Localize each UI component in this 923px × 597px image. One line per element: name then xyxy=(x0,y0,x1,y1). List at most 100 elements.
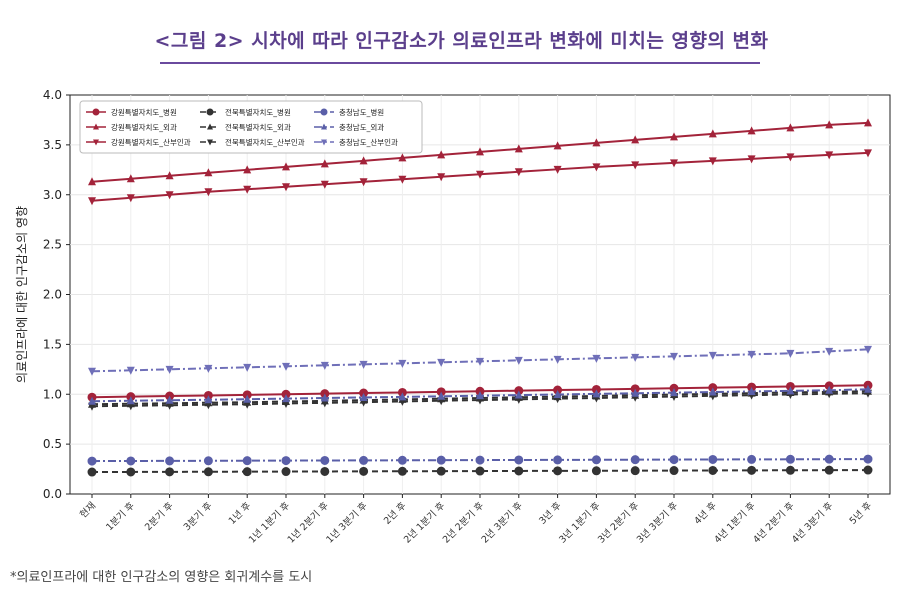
data-point xyxy=(747,350,756,359)
data-point xyxy=(591,466,601,476)
data-point xyxy=(397,466,407,476)
data-point xyxy=(514,390,523,399)
data-point xyxy=(126,194,135,203)
data-point xyxy=(786,123,795,132)
data-point xyxy=(437,150,446,159)
data-point xyxy=(282,394,290,403)
x-tick-label: 4년 후 xyxy=(692,500,719,527)
data-point xyxy=(747,386,756,395)
data-point xyxy=(126,396,135,405)
data-point xyxy=(864,149,872,158)
data-point xyxy=(204,364,213,373)
data-point xyxy=(437,391,446,400)
y-axis-label: 의료인프라에 대한 인구감소의 영향 xyxy=(15,206,29,383)
legend-marker xyxy=(92,108,100,116)
y-tick-label: 0.0 xyxy=(43,487,62,501)
data-point xyxy=(670,159,678,168)
x-tick-label: 1년 후 xyxy=(227,500,254,527)
data-point xyxy=(785,454,795,464)
data-point xyxy=(785,465,795,475)
y-tick-label: 1.5 xyxy=(43,337,62,351)
data-point xyxy=(514,455,524,465)
legend-label: 충청남도_병원 xyxy=(339,108,384,117)
data-point xyxy=(243,363,252,372)
data-point xyxy=(165,365,174,374)
data-point xyxy=(398,359,407,368)
data-point xyxy=(630,466,640,476)
data-point xyxy=(243,394,252,403)
data-point xyxy=(631,161,640,170)
data-point xyxy=(670,132,678,141)
data-point xyxy=(514,466,524,476)
legend-label: 충청남도_외과 xyxy=(339,122,384,132)
legend-marker xyxy=(321,139,327,146)
data-point xyxy=(824,465,834,475)
figure-title: <그림 2> 시차에 따라 인구감소가 의료인프라 변화에 미치는 영향의 변화 xyxy=(154,30,769,52)
data-point xyxy=(476,357,484,366)
data-point xyxy=(87,456,97,466)
data-point xyxy=(126,456,136,466)
data-point xyxy=(708,157,717,166)
data-point xyxy=(437,173,446,182)
data-point xyxy=(591,455,601,465)
data-point xyxy=(825,120,834,129)
data-point xyxy=(359,360,368,369)
legend-marker xyxy=(93,139,99,146)
data-point xyxy=(747,126,756,135)
data-point xyxy=(476,391,484,400)
data-point xyxy=(320,393,329,402)
data-point xyxy=(864,118,872,127)
data-point xyxy=(864,345,872,354)
data-point xyxy=(514,144,523,153)
data-point xyxy=(359,466,369,476)
data-point xyxy=(398,392,407,401)
data-point xyxy=(359,156,368,165)
data-point xyxy=(165,171,174,180)
x-tick-label: 3분기 후 xyxy=(182,500,215,533)
x-tick-label: 2년 3분기 후 xyxy=(480,500,526,546)
data-point xyxy=(437,358,446,367)
data-point xyxy=(863,454,873,464)
data-point xyxy=(514,356,523,365)
data-point xyxy=(281,456,291,466)
data-point xyxy=(708,129,717,138)
data-point xyxy=(592,138,601,147)
data-point xyxy=(359,178,368,187)
data-point xyxy=(553,141,562,150)
data-point xyxy=(825,347,834,356)
legend-label: 전북특별자치도_산부인과 xyxy=(225,137,305,147)
data-point xyxy=(553,466,563,476)
legend-box xyxy=(79,100,423,154)
data-point xyxy=(631,388,640,397)
data-point xyxy=(88,177,96,186)
legend-marker xyxy=(206,108,214,116)
data-point xyxy=(553,455,563,465)
data-point xyxy=(476,170,484,179)
data-point xyxy=(863,465,873,475)
data-point xyxy=(631,135,640,144)
data-point xyxy=(282,183,290,192)
data-point xyxy=(669,466,679,476)
x-tick-label: 1년 3분기 후 xyxy=(324,500,370,546)
data-point xyxy=(786,386,795,395)
legend-label: 강원특별자치도_산부인과 xyxy=(111,137,191,147)
data-point xyxy=(203,456,213,466)
data-point xyxy=(824,454,834,464)
data-point xyxy=(630,455,640,465)
data-point xyxy=(708,454,718,464)
legend-label: 전북특별자치도_외과 xyxy=(225,122,291,132)
y-tick-label: 2.0 xyxy=(43,288,62,302)
data-point xyxy=(708,387,717,396)
data-point xyxy=(825,151,834,160)
data-point xyxy=(476,147,484,156)
x-tick-label: 3년 3분기 후 xyxy=(635,500,681,546)
legend-marker xyxy=(321,123,327,130)
data-point xyxy=(670,388,678,397)
x-tick-label: 4년 3분기 후 xyxy=(790,500,836,546)
data-point xyxy=(126,174,135,183)
data-point xyxy=(243,165,252,174)
legend-marker xyxy=(207,139,213,146)
data-point xyxy=(87,467,97,477)
